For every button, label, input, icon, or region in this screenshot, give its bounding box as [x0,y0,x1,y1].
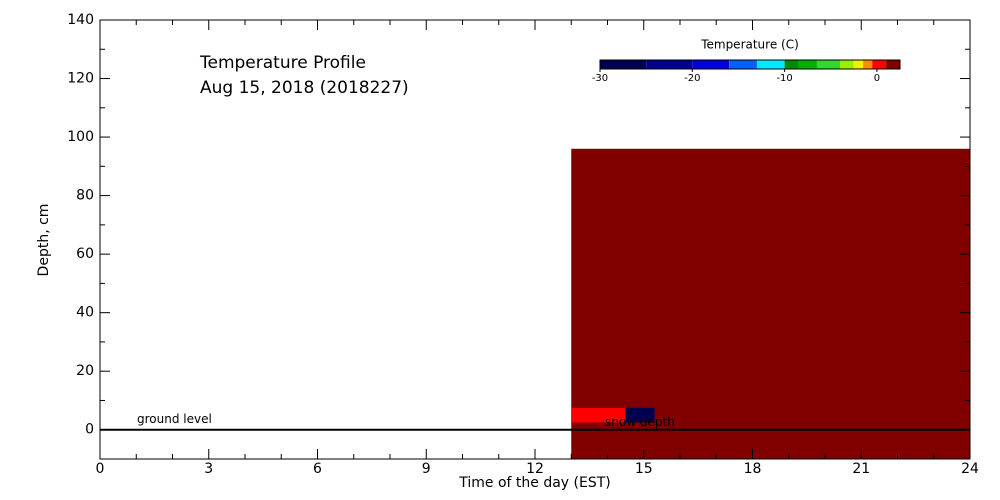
x-tick-label: 18 [744,461,762,477]
y-axis-label: Depth, cm [36,204,52,277]
colorbar-swatch [756,60,785,69]
colorbar-swatch [853,60,864,69]
heatmap-cell [571,148,970,460]
y-tick-label: 120 [67,71,94,87]
heatmap-cell [625,407,655,423]
y-tick-label: 80 [76,188,94,204]
colorbar-swatch [816,60,840,69]
colorbar-swatch [784,60,799,69]
colorbar-tick-label: -10 [776,73,792,84]
chart-title: Temperature Profile [199,53,366,73]
x-tick-label: 12 [526,461,544,477]
colorbar-swatch [840,60,854,69]
colorbar-frame [599,59,901,70]
chart-subtitle: Aug 15, 2018 (2018227) [200,78,409,98]
colorbar-tick-label: 0 [874,73,880,84]
y-tick-label: 0 [85,422,94,438]
colorbar-swatch [729,60,757,69]
x-axis-label: Time of the day (EST) [458,475,611,491]
y-tick-label: 140 [67,12,94,28]
y-tick-label: 40 [76,305,94,321]
colorbar-title: Temperature (C) [700,38,799,52]
x-tick-label: 3 [204,461,213,477]
snow-depth-label: snow depth [605,415,675,429]
y-tick-label: 100 [67,129,94,145]
colorbar-tick-label: -20 [684,73,700,84]
x-tick-label: 0 [96,461,105,477]
heatmap-cell [571,407,626,423]
x-tick-label: 21 [852,461,870,477]
colorbar-swatch [600,60,647,69]
colorbar-tick-label: -30 [592,73,608,84]
colorbar-swatch [872,60,887,69]
y-tick-label: 60 [76,246,94,262]
x-tick-label: 9 [422,461,431,477]
colorbar-swatch [692,60,730,69]
x-tick-label: 24 [961,461,979,477]
colorbar-swatch [798,60,817,69]
colorbar-swatch [886,60,900,69]
colorbar-swatch [863,60,873,69]
x-tick-label: 6 [313,461,322,477]
ground-label: ground level [137,412,212,426]
x-tick-label: 15 [635,461,653,477]
colorbar-swatch [646,60,693,69]
y-tick-label: 20 [76,363,94,379]
